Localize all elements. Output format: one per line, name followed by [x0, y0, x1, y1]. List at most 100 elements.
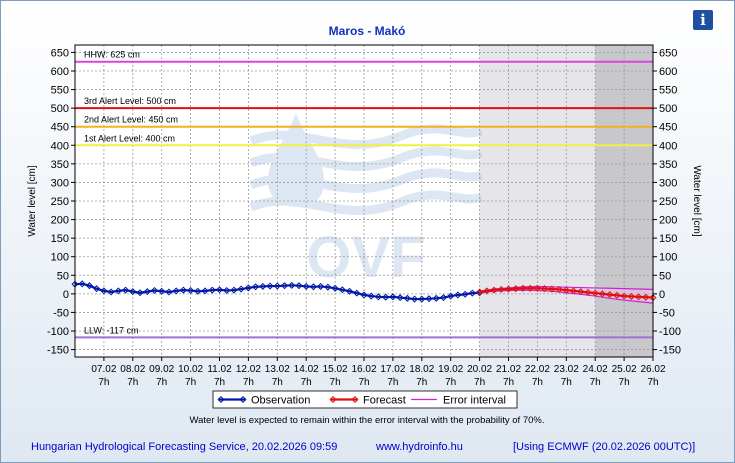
data-point — [93, 285, 101, 293]
data-point — [309, 283, 317, 291]
data-point — [302, 282, 310, 290]
data-point — [598, 290, 606, 298]
data-point — [584, 288, 592, 296]
x-tick-label-hour: 7h — [301, 377, 312, 388]
legend-label-0: Observation — [251, 395, 310, 407]
data-point — [179, 286, 187, 294]
data-point — [403, 294, 411, 302]
data-point — [548, 285, 556, 293]
legend-label-1: Forecast — [363, 395, 406, 407]
threshold-label-3: 1st Alert Level: 400 cm — [84, 133, 175, 143]
data-point — [389, 293, 397, 301]
data-point — [201, 287, 209, 295]
data-point — [129, 288, 137, 296]
x-tick-label-hour: 7h — [98, 377, 109, 388]
y-axis-label-left: Water level [cm] — [27, 165, 38, 237]
data-point — [642, 293, 650, 301]
data-point — [150, 286, 159, 295]
x-tick-label-date: 15.02 — [323, 364, 348, 375]
data-point — [533, 284, 541, 292]
y-tick-label-right: 250 — [659, 196, 677, 208]
data-point — [447, 292, 455, 300]
x-tick-label-date: 26.02 — [640, 364, 665, 375]
data-point — [295, 282, 303, 290]
x-tick-label-hour: 7h — [156, 377, 167, 388]
y-tick-label-left: 400 — [51, 140, 69, 152]
y-tick-label-right: 550 — [659, 85, 677, 97]
x-tick-label-hour: 7h — [503, 377, 514, 388]
x-tick-label-date: 22.02 — [525, 364, 550, 375]
chart-note: Water level is expected to remain within… — [189, 415, 544, 426]
data-point — [432, 294, 440, 302]
x-tick-label-date: 19.02 — [438, 364, 463, 375]
footer-link[interactable]: www.hydroinfo.hu — [376, 441, 463, 453]
y-tick-label-left: 150 — [51, 233, 69, 245]
data-point — [85, 282, 93, 290]
data-point — [288, 281, 296, 289]
y-tick-label-right: 600 — [659, 66, 677, 78]
data-point — [223, 286, 231, 295]
x-tick-label-hour: 7h — [330, 377, 341, 388]
data-point — [158, 287, 166, 295]
data-point — [591, 289, 599, 297]
data-point — [136, 289, 144, 297]
x-tick-label-hour: 7h — [185, 377, 196, 388]
y-tick-label-right: 150 — [659, 233, 677, 245]
data-point — [244, 284, 252, 292]
watermark-wave — [249, 124, 483, 149]
x-tick-label-date: 16.02 — [351, 364, 376, 375]
data-point — [411, 295, 419, 303]
legend-box — [212, 390, 518, 409]
data-point — [273, 282, 281, 290]
x-tick-label-date: 09.02 — [149, 364, 174, 375]
y-tick-label-left: 600 — [51, 66, 69, 78]
y-tick-label-right: 450 — [659, 122, 677, 134]
x-tick-label-hour: 7h — [590, 377, 601, 388]
data-point — [555, 285, 563, 293]
data-point — [454, 291, 462, 299]
data-point — [541, 285, 549, 293]
data-point — [620, 292, 628, 300]
data-point — [317, 282, 325, 290]
data-point — [418, 295, 426, 303]
y-tick-label-left: 50 — [57, 270, 69, 282]
data-point — [208, 286, 216, 294]
data-point — [519, 284, 527, 292]
legend-marker — [239, 395, 247, 404]
data-point — [252, 283, 260, 291]
data-point — [338, 286, 346, 294]
y-tick-label-right: -50 — [659, 307, 675, 319]
watermark-wave — [249, 146, 483, 171]
info-icon[interactable]: i — [693, 10, 713, 30]
x-tick-label-hour: 7h — [214, 377, 225, 388]
x-tick-label-hour: 7h — [647, 377, 658, 388]
data-point — [627, 292, 635, 300]
y-tick-label-right: 50 — [659, 270, 671, 282]
x-tick-label-hour: 7h — [243, 377, 254, 388]
y-tick-label-left: -50 — [53, 307, 69, 319]
data-point — [259, 282, 267, 290]
data-point — [165, 288, 173, 296]
x-tick-label-date: 24.02 — [583, 364, 608, 375]
data-point — [374, 293, 382, 301]
data-point — [562, 286, 570, 294]
watermark-drop — [268, 113, 324, 207]
x-tick-label-hour: 7h — [416, 377, 427, 388]
data-point — [100, 287, 108, 295]
watermark-text: OVF — [306, 225, 425, 290]
x-tick-label-date: 23.02 — [554, 364, 579, 375]
data-point — [331, 284, 339, 292]
x-tick-label-hour: 7h — [358, 377, 369, 388]
y-tick-label-left: 100 — [51, 252, 69, 264]
data-point — [367, 292, 375, 300]
data-point — [187, 286, 195, 295]
data-point — [215, 286, 224, 294]
data-point — [230, 286, 238, 294]
series-line-forecast — [479, 287, 654, 299]
data-point — [476, 288, 484, 296]
data-point — [425, 295, 433, 303]
threshold-label-1: 3rd Alert Level: 500 cm — [84, 96, 176, 106]
data-point — [360, 291, 368, 299]
data-point — [483, 287, 491, 295]
x-tick-label-date: 20.02 — [467, 364, 492, 375]
